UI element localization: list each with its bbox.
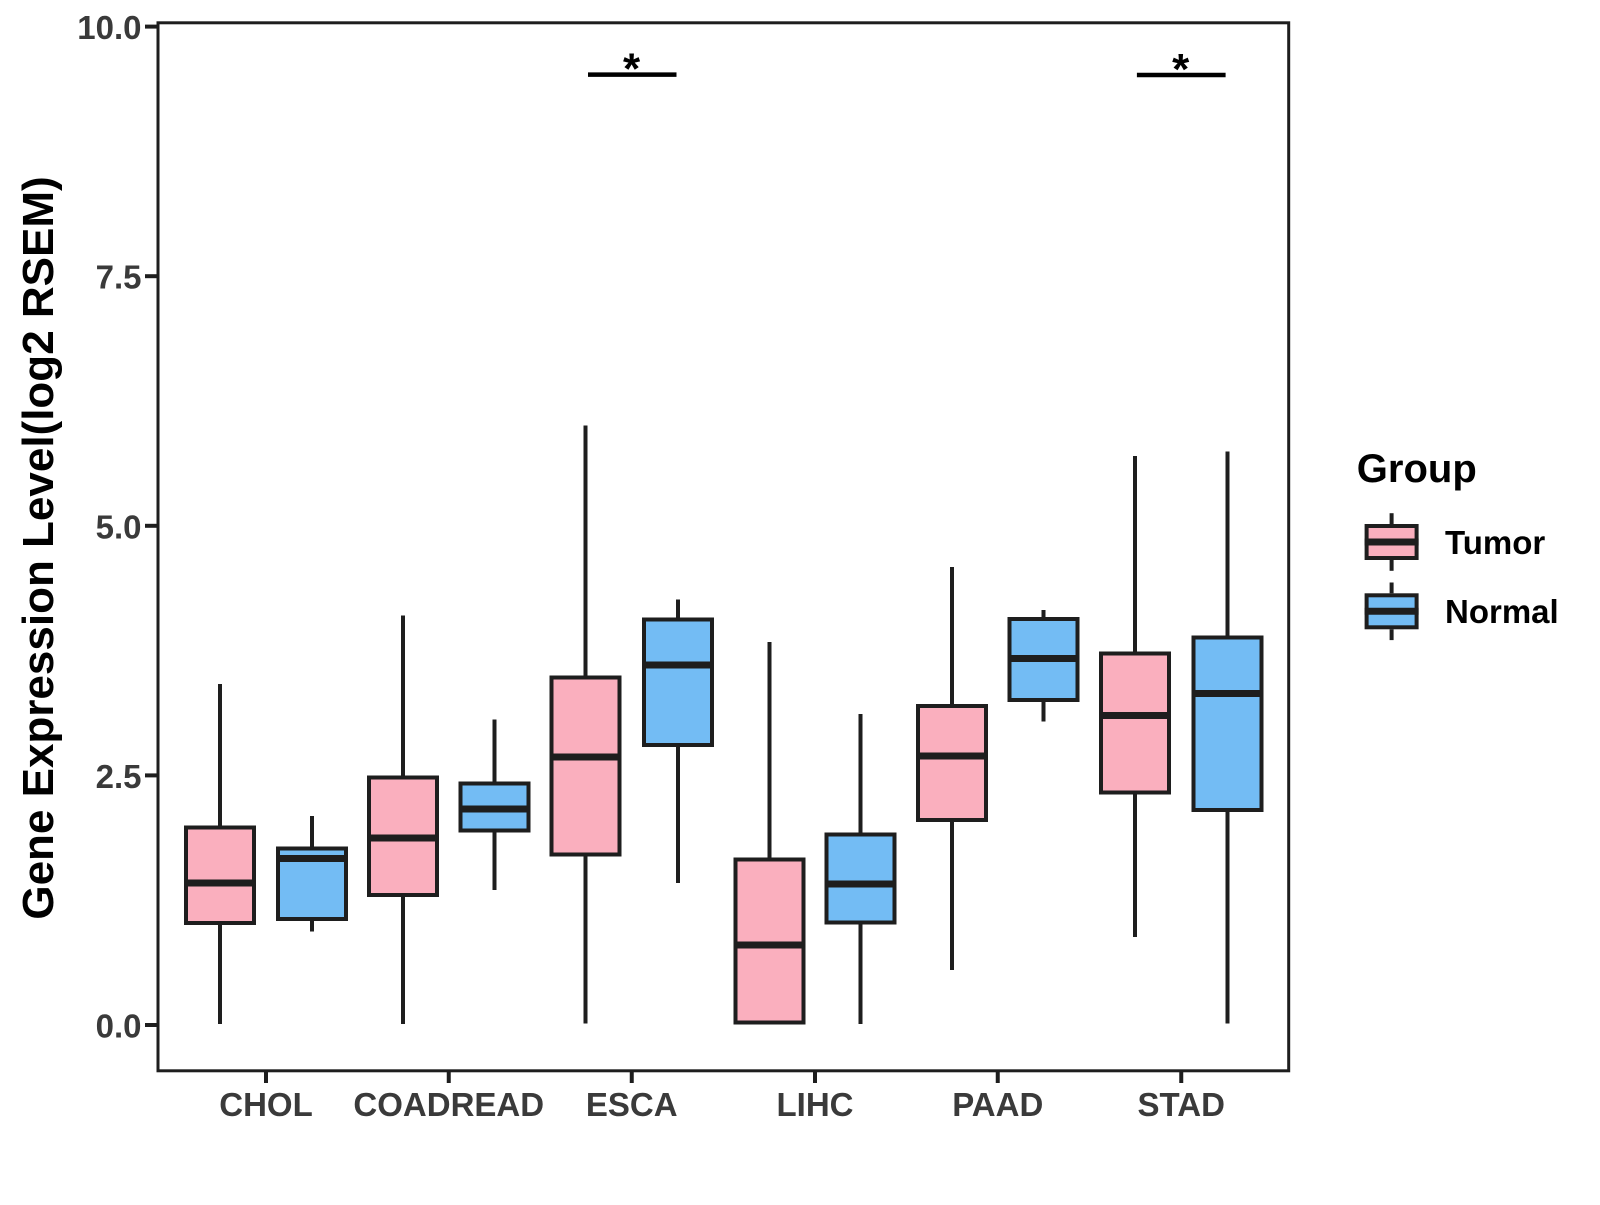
svg-text:7.5: 7.5 [96, 259, 142, 296]
svg-text:CHOL: CHOL [219, 1086, 313, 1123]
svg-text:Gene Expression Level(log2 RSE: Gene Expression Level(log2 RSEM) [14, 176, 63, 919]
svg-text:*: * [1172, 45, 1190, 94]
svg-text:COADREAD: COADREAD [353, 1086, 544, 1123]
svg-text:Group: Group [1357, 447, 1477, 491]
svg-text:ESCA: ESCA [586, 1086, 678, 1123]
svg-text:Normal: Normal [1445, 593, 1559, 630]
svg-text:5.0: 5.0 [96, 508, 142, 545]
svg-text:10.0: 10.0 [77, 9, 141, 46]
svg-text:2.5: 2.5 [96, 758, 142, 795]
svg-text:STAD: STAD [1138, 1086, 1225, 1123]
svg-text:*: * [623, 45, 641, 94]
svg-text:PAAD: PAAD [952, 1086, 1043, 1123]
svg-text:LIHC: LIHC [777, 1086, 854, 1123]
svg-text:Tumor: Tumor [1445, 524, 1545, 561]
svg-text:0.0: 0.0 [96, 1008, 142, 1045]
